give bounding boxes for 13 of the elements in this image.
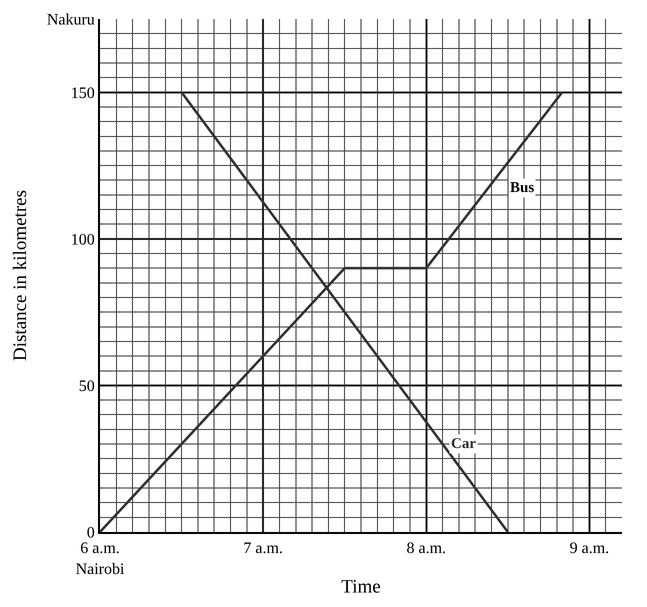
series-label: Car xyxy=(451,436,476,452)
x-tick-label: 9 a.m. xyxy=(570,540,610,558)
y-tick-label: 50 xyxy=(78,378,95,396)
y-tick-label: 100 xyxy=(70,231,95,248)
x-tick-label: 8 a.m. xyxy=(406,540,446,558)
y-tick-label: 0 xyxy=(86,524,95,542)
y-tick-label: Nakuru xyxy=(46,12,95,29)
y-axis-title: Distance in kilometres xyxy=(10,190,32,361)
x-tick-label: 7 a.m. xyxy=(243,540,283,558)
y-tick-label: 150 xyxy=(70,84,95,102)
series-label: Bus xyxy=(510,180,534,196)
x-tick-label: 6 a.m. Nairobi xyxy=(76,540,125,578)
x-axis-title: Time xyxy=(341,576,381,598)
